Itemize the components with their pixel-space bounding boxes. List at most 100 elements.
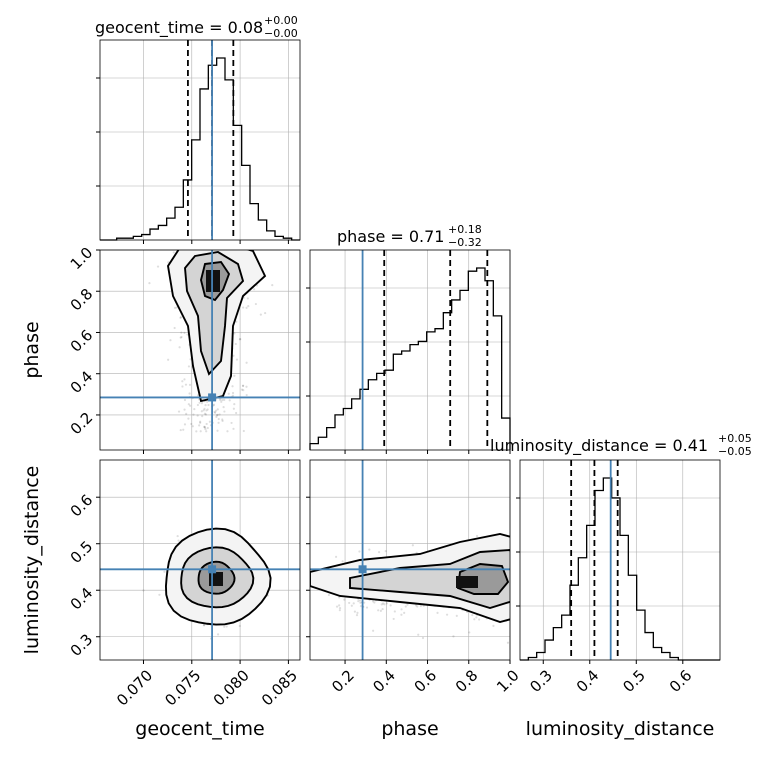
title-geocent-time-median: 0.08	[228, 18, 264, 37]
sample-point	[183, 378, 186, 381]
sample-point	[216, 408, 219, 411]
sample-point	[173, 326, 176, 330]
sample-point	[471, 614, 474, 617]
density-phase-ld	[310, 533, 510, 623]
sample-point	[188, 383, 192, 386]
title-phase-median: 0.71	[409, 227, 445, 246]
sample-point	[478, 618, 481, 621]
density-geocent-time-phase	[167, 250, 267, 403]
sample-point	[183, 398, 187, 402]
sample-point	[223, 410, 226, 413]
ytick-label-phase: 0.4	[67, 367, 97, 397]
sample-point	[358, 550, 361, 553]
sample-point	[221, 419, 224, 422]
sample-point	[259, 313, 262, 316]
sample-point	[271, 284, 274, 287]
xtick-label-phase: 1.0	[493, 666, 523, 696]
sample-point	[223, 625, 226, 628]
sample-point	[385, 602, 388, 605]
sample-point	[231, 391, 235, 395]
sample-point	[377, 551, 381, 554]
sample-point	[173, 306, 177, 310]
title-luminosity-distance-median: 0.41	[672, 436, 708, 455]
ytick-label-luminosity-distance: 0.5	[67, 537, 97, 567]
title-geocent-time-minus: −0.00	[264, 27, 298, 40]
sample-point	[148, 282, 151, 285]
sample-point	[338, 609, 341, 612]
sample-point	[245, 385, 248, 388]
density-peak	[209, 572, 223, 586]
xtick-label-phase: 0.6	[411, 666, 441, 696]
ytick-label-phase: 1.0	[67, 244, 97, 274]
sample-point	[226, 430, 229, 433]
sample-point	[179, 336, 182, 339]
sample-point	[187, 403, 190, 406]
sample-point	[198, 424, 201, 427]
sample-point	[172, 251, 175, 254]
ytick-label-phase: 0.8	[67, 285, 97, 315]
sample-point	[179, 316, 182, 319]
xlabel-geocent-time: geocent_time	[135, 718, 264, 740]
sample-point	[177, 410, 181, 413]
sample-point	[206, 426, 209, 430]
ytick-label-luminosity-distance: 0.4	[67, 584, 97, 614]
sample-point	[190, 422, 193, 426]
xtick-label-luminosity-distance: 0.6	[666, 666, 696, 696]
sample-point	[202, 623, 205, 627]
sample-point	[199, 430, 202, 433]
sample-point	[238, 624, 241, 628]
sample-point	[180, 331, 183, 334]
sample-point	[200, 410, 203, 413]
sample-point	[242, 384, 245, 387]
sample-point	[221, 418, 224, 421]
sample-point	[371, 600, 375, 603]
ytick-label-luminosity-distance: 0.6	[67, 491, 97, 521]
sample-point	[335, 605, 339, 608]
sample-point	[204, 404, 207, 407]
title-luminosity-distance: luminosity_distance = 0.41	[490, 436, 708, 456]
xtick-label-phase: 0.4	[369, 666, 399, 696]
sample-point	[183, 408, 186, 411]
sample-point	[254, 302, 257, 306]
sample-point	[381, 602, 385, 605]
sample-point	[183, 331, 186, 334]
panel-frame	[99, 459, 301, 661]
sample-point	[227, 392, 230, 395]
xtick-label-geocent-time: 0.080	[210, 666, 253, 709]
title-geocent-time-plus: +0.00	[264, 14, 298, 27]
sample-point	[264, 311, 267, 315]
title-phase-eq: =	[385, 227, 409, 246]
contour-line-0	[310, 533, 510, 623]
xtick-label-geocent-time: 0.075	[161, 666, 204, 709]
sample-point	[189, 358, 192, 361]
sample-point	[185, 412, 188, 415]
sample-point	[156, 265, 160, 268]
sample-point	[357, 600, 360, 603]
sample-point	[380, 603, 383, 606]
sample-point	[231, 385, 234, 388]
sample-point	[356, 611, 359, 614]
sample-point	[389, 604, 392, 607]
density-peak	[456, 576, 478, 588]
sample-point	[219, 398, 222, 402]
sample-point	[167, 358, 170, 361]
sample-point	[393, 610, 396, 613]
sample-point	[167, 261, 170, 264]
sample-point	[436, 611, 439, 614]
sample-point	[178, 346, 181, 349]
sample-point	[212, 403, 216, 406]
sample-point	[350, 604, 353, 607]
sample-point	[341, 560, 344, 563]
sample-point	[225, 625, 228, 628]
sample-point	[231, 394, 235, 397]
sample-point	[183, 423, 187, 426]
sample-point	[187, 417, 190, 420]
contour-line-1	[349, 549, 510, 609]
sample-point	[177, 539, 180, 542]
ytick-label-phase: 0.6	[67, 326, 97, 356]
title-geocent-time-main: geocent_time	[95, 18, 204, 38]
title-phase-minus: −0.32	[448, 236, 482, 249]
sample-point	[208, 420, 212, 423]
ylabel-phase: phase	[21, 321, 43, 378]
ytick-label-luminosity-distance: 0.3	[67, 630, 97, 660]
